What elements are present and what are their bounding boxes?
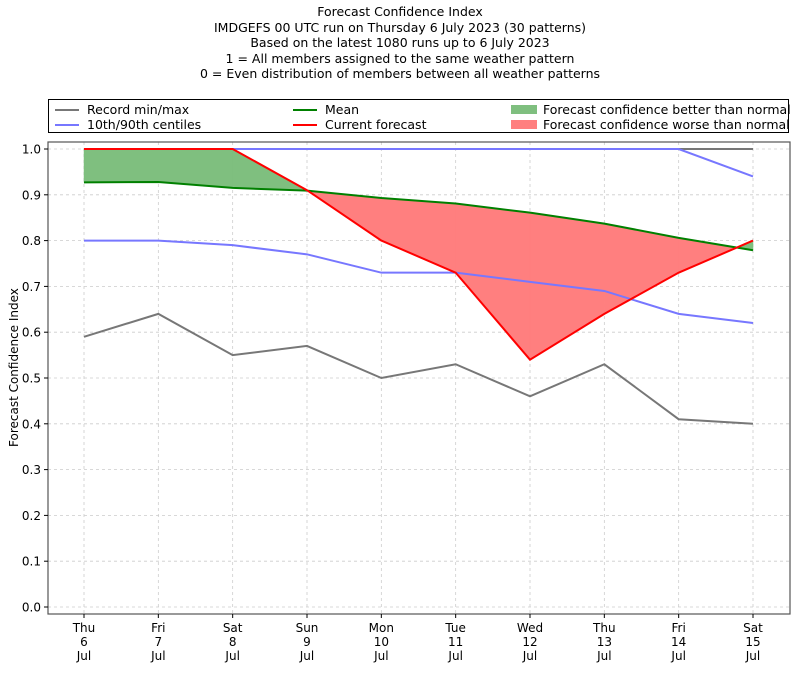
y-tick-label: 1.0 bbox=[22, 143, 41, 157]
title-line-4: 1 = All members assigned to the same wea… bbox=[225, 50, 575, 66]
series-line-mean bbox=[83, 180, 754, 252]
x-tick-label: Jul bbox=[596, 649, 611, 663]
x-tick-label: 11 bbox=[448, 635, 463, 649]
legend-label-better: Forecast confidence better than normal bbox=[543, 102, 791, 117]
x-tick-label: Jul bbox=[150, 649, 165, 663]
x-tick-label: 12 bbox=[522, 635, 537, 649]
legend-swatch-current bbox=[293, 124, 317, 126]
series-line-record-min bbox=[83, 312, 754, 425]
y-tick-label: 0.1 bbox=[22, 555, 41, 569]
series-line-10th-centile bbox=[84, 239, 754, 325]
grid bbox=[48, 142, 790, 614]
x-tick-label: 8 bbox=[229, 635, 237, 649]
fill-worse-than-normal bbox=[381, 197, 456, 274]
x-tick-label: Sat bbox=[743, 621, 763, 635]
x-tick-label: Jul bbox=[299, 649, 314, 663]
x-axis-ticks: Thu6JulFri7JulSat8JulSun9JulMon10JulTue1… bbox=[72, 614, 763, 663]
x-tick-label: Fri bbox=[672, 621, 686, 635]
y-tick-label: 0.6 bbox=[22, 326, 41, 340]
legend-label-worse: Forecast confidence worse than normal bbox=[543, 117, 790, 132]
legend-label-current: Current forecast bbox=[325, 117, 427, 132]
legend-swatch-worse bbox=[511, 120, 537, 129]
x-tick-label: Sat bbox=[223, 621, 243, 635]
y-tick-label: 0.8 bbox=[22, 234, 41, 248]
fill-better-than-normal bbox=[83, 148, 159, 183]
y-tick-label: 0.2 bbox=[22, 509, 41, 523]
y-tick-label: 0.0 bbox=[22, 601, 41, 615]
title-line-1: Forecast Confidence Index bbox=[317, 4, 483, 19]
series-line-current-forecast bbox=[84, 148, 754, 361]
legend-label-mean: Mean bbox=[325, 102, 360, 117]
x-tick-label: 10 bbox=[374, 635, 389, 649]
legend: Record min/max 10th/90th centiles Mean C… bbox=[48, 99, 791, 133]
x-tick-label: 7 bbox=[155, 635, 163, 649]
x-tick-label: Jul bbox=[745, 649, 760, 663]
x-tick-label: 6 bbox=[80, 635, 88, 649]
x-tick-label: Jul bbox=[224, 649, 239, 663]
x-tick-label: Tue bbox=[444, 621, 466, 635]
y-tick-label: 0.7 bbox=[22, 280, 41, 294]
title-line-2: IMDGEFS 00 UTC run on Thursday 6 July 20… bbox=[213, 19, 587, 35]
x-tick-label: Thu bbox=[72, 621, 96, 635]
x-tick-label: Jul bbox=[670, 649, 685, 663]
x-tick-label: 13 bbox=[597, 635, 612, 649]
title-line-3: Based on the latest 1080 runs up to 6 Ju… bbox=[250, 35, 550, 50]
legend-swatch-centiles bbox=[55, 124, 79, 126]
y-tick-label: 0.5 bbox=[22, 372, 41, 386]
legend-label-record: Record min/max bbox=[87, 102, 190, 117]
fill-worse-than-normal bbox=[455, 203, 531, 361]
x-tick-label: Thu bbox=[592, 621, 616, 635]
x-tick-label: Jul bbox=[522, 649, 537, 663]
legend-swatch-mean bbox=[293, 109, 317, 111]
y-tick-label: 0.4 bbox=[22, 417, 41, 431]
legend-label-centiles: 10th/90th centiles bbox=[87, 117, 202, 132]
x-tick-label: Mon bbox=[369, 621, 394, 635]
chart-title: Forecast Confidence Index IMDGEFS 00 UTC… bbox=[0, 4, 800, 82]
series-lines bbox=[83, 148, 754, 425]
fill-worse-than-normal bbox=[604, 223, 679, 315]
x-tick-label: 14 bbox=[671, 635, 686, 649]
y-tick-label: 0.3 bbox=[22, 463, 41, 477]
x-tick-label: 9 bbox=[303, 635, 311, 649]
title-line-5: 0 = Even distribution of members between… bbox=[199, 66, 601, 81]
legend-swatch-better bbox=[511, 105, 537, 114]
y-axis-ticks: 0.0 0.1 0.2 0.3 0.4 0.5 0.6 0.7 0.8 0.9 1.0 bbox=[22, 143, 48, 615]
x-tick-label: Fri bbox=[151, 621, 165, 635]
x-tick-label: Sun bbox=[296, 621, 319, 635]
x-tick-label: 15 bbox=[745, 635, 760, 649]
x-tick-label: Jul bbox=[76, 649, 91, 663]
legend-swatch-record bbox=[55, 109, 79, 111]
x-tick-label: Jul bbox=[373, 649, 388, 663]
y-tick-label: 0.9 bbox=[22, 188, 41, 202]
x-tick-label: Wed bbox=[517, 621, 543, 635]
x-tick-label: Jul bbox=[447, 649, 462, 663]
